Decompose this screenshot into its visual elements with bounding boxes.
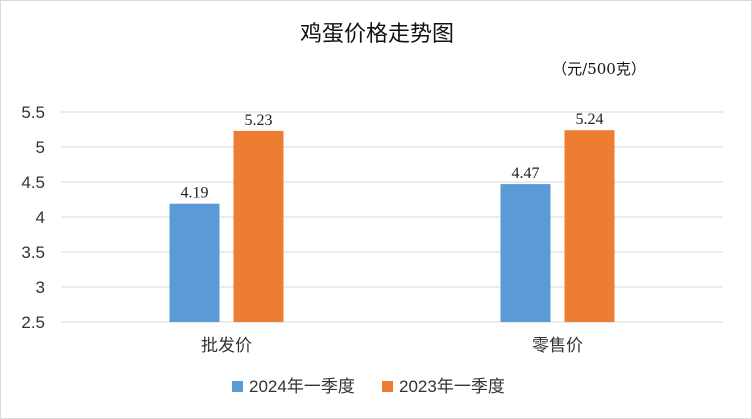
x-tick-label: 批发价: [201, 336, 252, 356]
data-label: 4.47: [512, 165, 540, 182]
data-label: 5.24: [576, 111, 604, 128]
legend-swatch: [232, 381, 243, 392]
legend-label: 2024年一季度: [249, 377, 355, 396]
data-labels: 4.19 5.23 4.47 5.24: [181, 111, 604, 202]
y-tick-label: 2.5: [21, 313, 45, 332]
bars: [169, 130, 615, 322]
data-label: 4.19: [181, 185, 209, 202]
y-tick-label: 3.5: [21, 243, 45, 262]
data-label: 5.23: [245, 112, 273, 129]
bar: [169, 203, 220, 322]
bar: [500, 184, 551, 322]
legend-label: 2023年一季度: [399, 377, 505, 396]
y-axis-ticks: 2.5 3 3.5 4 4.5 5 5.5: [21, 103, 45, 332]
y-tick-label: 4: [36, 208, 45, 227]
legend: 2024年一季度 2023年一季度: [232, 377, 505, 396]
y-tick-label: 4.5: [21, 173, 45, 192]
legend-swatch: [382, 381, 393, 392]
y-tick-label: 5: [36, 138, 45, 157]
y-tick-label: 5.5: [21, 103, 45, 122]
bar: [564, 130, 615, 322]
bar: [233, 130, 284, 322]
gridlines: [61, 111, 723, 323]
unit-label: （元/500克）: [552, 60, 646, 78]
x-axis-ticks: 批发价 零售价: [201, 336, 583, 356]
chart-title: 鸡蛋价格走势图: [300, 22, 454, 47]
x-tick-label: 零售价: [532, 336, 583, 356]
y-tick-label: 3: [36, 278, 45, 297]
